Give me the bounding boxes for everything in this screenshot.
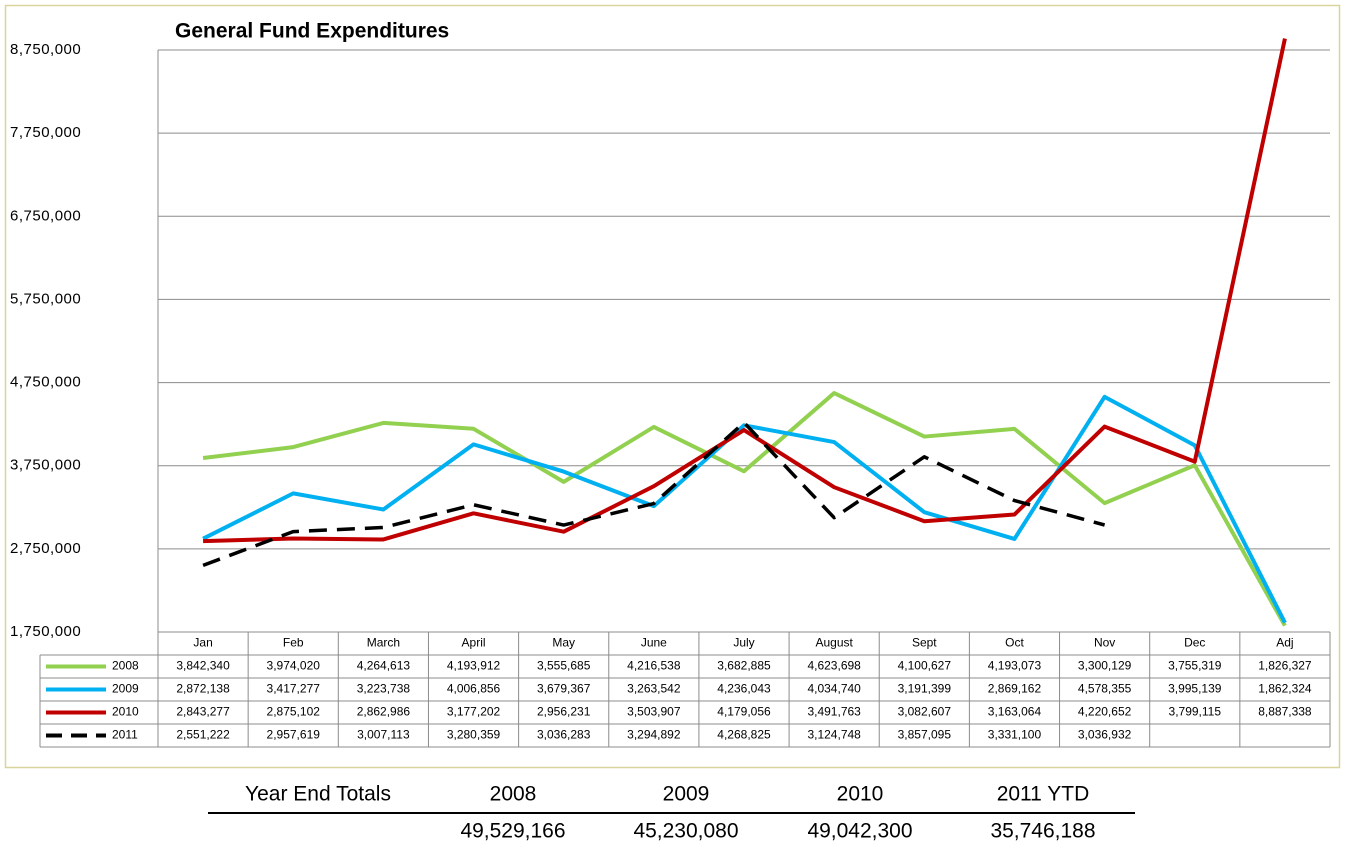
table-value: 2,957,619 xyxy=(267,728,321,742)
table-value: 4,193,073 xyxy=(988,659,1042,673)
table-value: 3,491,763 xyxy=(807,705,861,719)
table-value: 3,679,367 xyxy=(537,682,591,696)
table-value: 8,887,338 xyxy=(1258,705,1312,719)
legend-label: 2008 xyxy=(112,659,139,673)
table-value: 4,006,856 xyxy=(447,682,501,696)
y-tick-label: 7,750,000 xyxy=(10,124,81,141)
table-value: 2,875,102 xyxy=(267,705,321,719)
table-value: 3,842,340 xyxy=(176,659,230,673)
table-value: 3,191,399 xyxy=(898,682,952,696)
table-value: 1,862,324 xyxy=(1258,682,1312,696)
series-line xyxy=(202,391,1287,627)
summary-value: 45,230,080 xyxy=(633,820,738,843)
summary-value: 49,042,300 xyxy=(807,820,912,843)
y-tick-label: 2,750,000 xyxy=(10,540,81,557)
x-tick-label: July xyxy=(733,636,754,650)
table-value: 3,417,277 xyxy=(267,682,321,696)
x-tick-label: Dec xyxy=(1184,636,1205,650)
legend-label: 2011 xyxy=(112,728,138,742)
y-tick-label: 8,750,000 xyxy=(10,41,81,58)
y-tick-label: 6,750,000 xyxy=(10,207,81,224)
table-value: 4,179,056 xyxy=(717,705,771,719)
series-line xyxy=(203,38,1287,544)
table-value: 3,124,748 xyxy=(807,728,861,742)
table-value: 3,263,542 xyxy=(627,682,681,696)
table-value: 4,220,652 xyxy=(1078,705,1132,719)
x-tick-label: Adj xyxy=(1276,636,1293,650)
table-value: 3,163,064 xyxy=(988,705,1042,719)
table-value: 3,280,359 xyxy=(447,728,501,742)
table-value: 3,223,738 xyxy=(357,682,411,696)
summary-header: 2009 xyxy=(663,783,710,806)
table-value: 3,331,100 xyxy=(988,728,1042,742)
summary-header: 2011 YTD xyxy=(997,783,1090,806)
table-value: 4,578,355 xyxy=(1078,682,1132,696)
table-value: 4,216,538 xyxy=(627,659,681,673)
table-value: 3,755,319 xyxy=(1168,659,1222,673)
summary-value: 35,746,188 xyxy=(990,820,1095,843)
table-value: 3,300,129 xyxy=(1078,659,1132,673)
x-tick-label: August xyxy=(815,636,853,650)
y-tick-label: 3,750,000 xyxy=(10,457,81,474)
chart-frame xyxy=(4,4,1341,769)
table-value: 3,082,607 xyxy=(898,705,952,719)
table-value: 4,264,613 xyxy=(357,659,411,673)
x-tick-label: April xyxy=(462,636,486,650)
table-value: 4,193,912 xyxy=(447,659,501,673)
table-value: 2,843,277 xyxy=(176,705,230,719)
table-value: 3,036,283 xyxy=(537,728,591,742)
chart-title: General Fund Expenditures xyxy=(175,20,449,43)
table-value: 3,682,885 xyxy=(717,659,771,673)
x-tick-label: June xyxy=(641,636,667,650)
x-tick-label: Feb xyxy=(283,636,304,650)
table-value: 3,555,685 xyxy=(537,659,591,673)
x-tick-label: Nov xyxy=(1094,636,1115,650)
y-tick-label: 5,750,000 xyxy=(10,290,81,307)
table-value: 2,869,162 xyxy=(988,682,1042,696)
table-value: 3,007,113 xyxy=(357,728,410,742)
y-tick-label: 4,750,000 xyxy=(10,374,81,391)
table-value: 3,503,907 xyxy=(627,705,681,719)
table-value: 4,236,043 xyxy=(717,682,771,696)
table-value: 4,268,825 xyxy=(717,728,771,742)
table-value: 1,826,327 xyxy=(1258,659,1312,673)
table-value: 2,862,986 xyxy=(357,705,411,719)
table-value: 2,872,138 xyxy=(176,682,230,696)
series-line xyxy=(202,420,1106,568)
summary-header: 2010 xyxy=(837,783,884,806)
x-tick-label: Sept xyxy=(912,636,937,650)
x-tick-label: May xyxy=(552,636,575,650)
table-value: 3,294,892 xyxy=(627,728,681,742)
legend-label: 2009 xyxy=(112,682,139,696)
table-value: 3,995,139 xyxy=(1168,682,1222,696)
x-tick-label: Jan xyxy=(193,636,212,650)
summary-value: 49,529,166 xyxy=(460,820,565,843)
x-tick-label: March xyxy=(367,636,400,650)
x-tick-label: Oct xyxy=(1005,636,1024,650)
table-value: 2,551,222 xyxy=(176,728,230,742)
legend-label: 2010 xyxy=(112,705,139,719)
table-value: 3,036,932 xyxy=(1078,728,1132,742)
summary-title: Year End Totals xyxy=(245,783,391,806)
table-value: 3,974,020 xyxy=(267,659,321,673)
table-value: 2,956,231 xyxy=(537,705,591,719)
table-value: 3,177,202 xyxy=(447,705,501,719)
series-line xyxy=(202,394,1287,624)
table-value: 3,857,095 xyxy=(898,728,952,742)
table-value: 4,034,740 xyxy=(807,682,861,696)
y-tick-label: 1,750,000 xyxy=(10,623,81,640)
table-value: 4,623,698 xyxy=(807,659,861,673)
table-value: 3,799,115 xyxy=(1169,705,1222,719)
summary-header: 2008 xyxy=(490,783,537,806)
table-value: 4,100,627 xyxy=(898,659,952,673)
